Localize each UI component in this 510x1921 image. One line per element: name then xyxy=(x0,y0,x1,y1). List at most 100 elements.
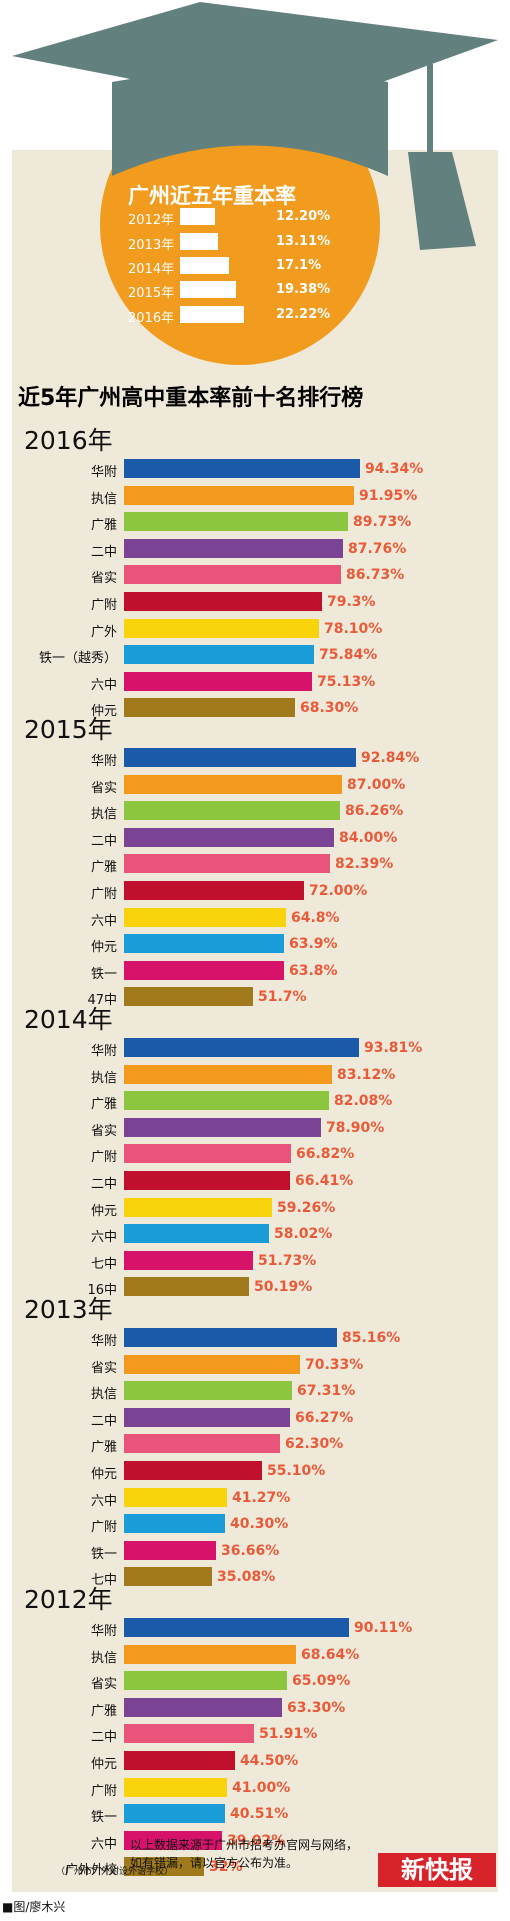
rate-bar xyxy=(124,671,312,691)
rate-value-label: 93.81% xyxy=(364,1040,423,1056)
school-name: 仲元 xyxy=(90,1203,117,1219)
school-name: 华附 xyxy=(90,754,117,769)
school-name: 省实 xyxy=(90,571,117,587)
summary-year-label: 2012年 xyxy=(128,213,175,228)
summary-bar xyxy=(180,208,215,225)
rate-bar xyxy=(124,1724,254,1744)
summary-year-label: 2014年 xyxy=(128,262,175,277)
school-name: 省实 xyxy=(90,1677,117,1693)
school-name: 16中 xyxy=(87,1283,117,1299)
rate-value-label: 63.30% xyxy=(287,1699,346,1716)
chart-year-title: 2013年 xyxy=(24,1295,113,1324)
school-name: 47中 xyxy=(87,993,117,1009)
school-name: 二中 xyxy=(90,1413,117,1429)
rate-value-label: 66.41% xyxy=(295,1173,354,1189)
rate-value-label: 86.73% xyxy=(346,567,405,584)
rate-value-label: 62.30% xyxy=(285,1436,344,1453)
rate-value-label: 65.09% xyxy=(292,1673,351,1690)
rate-value-label: 68.30% xyxy=(300,700,359,717)
chart-year-title: 2015年 xyxy=(24,715,113,744)
rate-bar xyxy=(124,934,284,954)
school-name: 广外外校 xyxy=(64,1863,117,1879)
rate-value-label: 82.08% xyxy=(334,1093,393,1110)
summary-bar xyxy=(180,233,218,250)
source-note-line-2: 如有错漏，请以官方公布为准。 xyxy=(130,1856,299,1870)
school-name: 广雅 xyxy=(90,518,117,534)
rate-bar xyxy=(124,1038,359,1057)
rate-bar xyxy=(124,1197,272,1217)
chart-year-title: 2012年 xyxy=(24,1585,113,1614)
rate-value-label: 41.00% xyxy=(232,1779,291,1796)
rate-bar xyxy=(124,1434,280,1454)
rate-bar xyxy=(124,1381,292,1401)
school-name: 执信 xyxy=(90,1070,117,1086)
newspaper-logo: 新快报 xyxy=(378,1853,496,1887)
school-name: 六中 xyxy=(90,1493,117,1509)
rate-value-label: 51.91% xyxy=(259,1726,318,1743)
rate-bar xyxy=(124,1514,225,1534)
rate-bar xyxy=(124,1540,216,1560)
rate-value-label: 68.64% xyxy=(301,1646,360,1663)
source-note: 以上数据来源于广州市招考办官网与网络， 如有错漏，请以官方公布为准。 xyxy=(130,1836,390,1872)
rate-value-label: 40.51% xyxy=(230,1806,289,1823)
rate-bar xyxy=(124,1487,227,1507)
rate-value-label: 78.90% xyxy=(326,1119,385,1136)
rate-value-label: 67.31% xyxy=(297,1383,356,1400)
school-name: 执信 xyxy=(90,807,117,823)
school-name: 二中 xyxy=(90,833,117,849)
rate-value-label: 64.8% xyxy=(291,909,340,926)
school-name: 执信 xyxy=(90,491,117,507)
summary-year-label: 2013年 xyxy=(128,238,175,253)
rate-value-label: 70.33% xyxy=(305,1356,364,1373)
rate-bar xyxy=(124,1618,349,1637)
rate-bar xyxy=(124,1354,300,1374)
school-name: 广雅 xyxy=(90,860,117,876)
school-name: 铁一 xyxy=(90,966,117,982)
school-name: 广附 xyxy=(90,887,117,902)
rate-bar xyxy=(124,1171,290,1190)
rate-value-label: 59.26% xyxy=(277,1199,336,1216)
school-name: 仲元 xyxy=(90,1757,117,1772)
school-name: 七中 xyxy=(90,1256,117,1272)
rate-bar xyxy=(124,1091,329,1111)
school-name: 广雅 xyxy=(90,1097,117,1113)
rate-value-label: 58.02% xyxy=(274,1226,333,1243)
rate-value-label: 32% xyxy=(209,1859,243,1876)
rate-bar xyxy=(124,538,343,558)
rate-bar xyxy=(124,1567,212,1587)
rate-bar xyxy=(124,645,314,665)
rate-bar xyxy=(124,592,322,611)
school-name: 执信 xyxy=(90,1387,117,1403)
rate-bar xyxy=(124,1830,222,1850)
source-note-line-1: 以上数据来源于广州市招考办官网与网络， xyxy=(130,1838,359,1852)
rate-value-label: 75.13% xyxy=(317,673,376,690)
summary-year-label: 2015年 xyxy=(128,286,175,301)
rate-bar xyxy=(124,827,334,847)
rate-bar xyxy=(124,801,340,821)
cap-board xyxy=(12,2,498,112)
school-name: 六中 xyxy=(90,1836,117,1852)
school-name: 广附 xyxy=(90,598,117,613)
rate-value-label: 84.00% xyxy=(339,829,398,846)
summary-value-label: 17.1% xyxy=(276,258,322,273)
rate-bar xyxy=(124,1144,291,1164)
rate-bar xyxy=(124,1671,287,1691)
main-title: 近5年广州高中重本率前十名排行榜 xyxy=(18,386,364,411)
school-name: 六中 xyxy=(90,1230,117,1246)
chart-year-title: 2014年 xyxy=(24,1005,113,1034)
rate-value-label: 89.73% xyxy=(353,514,412,531)
rate-value-label: 92.84% xyxy=(361,750,420,766)
school-name: 广雅 xyxy=(90,1703,117,1719)
rate-value-label: 40.30% xyxy=(230,1516,289,1533)
school-name: 二中 xyxy=(90,544,117,560)
school-name: 仲元 xyxy=(90,1467,117,1482)
rate-value-label: 39.02% xyxy=(227,1832,286,1849)
rate-bar xyxy=(124,1117,321,1137)
school-name: 二中 xyxy=(90,1177,117,1192)
rate-bar xyxy=(124,1751,235,1770)
rate-value-label: 36.66% xyxy=(221,1542,280,1559)
school-name: 华附 xyxy=(90,1624,117,1639)
rate-bar xyxy=(124,1407,290,1427)
school-name: 省实 xyxy=(90,1360,117,1376)
footer-sub-note: （广州市广外附设外语学校） xyxy=(56,1867,174,1877)
